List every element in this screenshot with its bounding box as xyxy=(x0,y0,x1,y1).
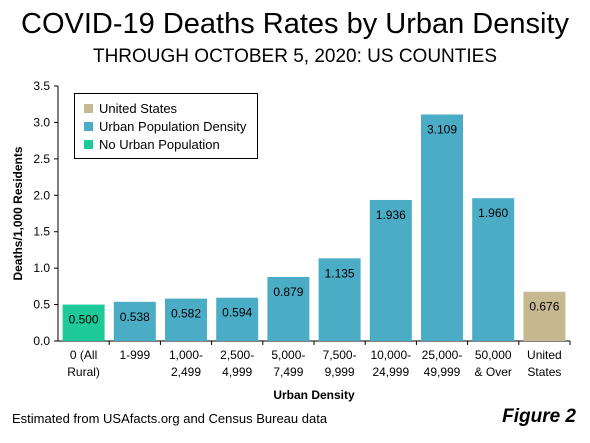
y-tick-label: 0.0 xyxy=(33,334,50,348)
bar xyxy=(523,291,566,341)
bar-value-label: 0.582 xyxy=(171,307,201,321)
bar-value-label: 0.500 xyxy=(69,313,99,327)
bar-value-label: 0.676 xyxy=(529,300,559,314)
legend-item-united-states: United States xyxy=(84,99,257,117)
bar xyxy=(267,276,310,341)
bar-value-label: 1.936 xyxy=(376,208,406,222)
bar-value-label: 0.594 xyxy=(222,306,252,320)
x-tick-label: Rural) xyxy=(67,365,100,379)
y-tick-label: 2.5 xyxy=(33,152,50,166)
x-tick-label: 25,000- xyxy=(422,348,463,362)
y-tick-label: 1.5 xyxy=(33,225,50,239)
bar xyxy=(318,258,361,341)
y-tick-label: 2.0 xyxy=(33,188,50,202)
y-tick-label: 0.5 xyxy=(33,298,50,312)
bar-value-label: 0.879 xyxy=(273,285,303,299)
y-tick-label: 1.0 xyxy=(33,261,50,275)
bar xyxy=(113,301,156,341)
bar xyxy=(472,198,515,341)
bar xyxy=(216,297,259,341)
source-note: Estimated from USAfacts.org and Census B… xyxy=(12,411,328,426)
y-axis-title: Deaths/1,000 Residents xyxy=(11,146,25,280)
x-tick-label: & Over xyxy=(475,365,512,379)
bar xyxy=(369,199,412,341)
legend-swatch-no-urban xyxy=(84,139,93,149)
bar-value-label: 1.135 xyxy=(325,266,355,280)
bar xyxy=(62,304,105,341)
bar xyxy=(421,114,463,341)
legend-swatch-united-states xyxy=(84,103,93,113)
x-tick-label: 10,000- xyxy=(370,348,411,362)
bar-value-label: 0.538 xyxy=(120,310,150,324)
x-tick-label: 4,999 xyxy=(222,365,252,379)
x-tick-label: 2,500- xyxy=(220,348,254,362)
x-tick-label: 1,000- xyxy=(169,348,203,362)
x-tick-label: 5,000- xyxy=(271,348,305,362)
x-axis-title: Urban Density xyxy=(273,388,355,402)
chart-legend: United States Urban Population Density N… xyxy=(74,93,258,159)
legend-label: No Urban Population xyxy=(99,136,220,152)
legend-swatch-urban-density xyxy=(84,121,93,131)
bar-value-label: 3.109 xyxy=(427,122,457,136)
figure-label: Figure 2 xyxy=(502,406,576,427)
legend-label: United States xyxy=(99,100,178,116)
x-tick-label: United xyxy=(527,348,562,362)
x-tick-label: States xyxy=(527,365,561,379)
x-tick-label: 24,999 xyxy=(372,365,409,379)
x-tick-label: 0 (All xyxy=(70,348,97,362)
y-tick-label: 3.0 xyxy=(33,115,50,129)
legend-label: Urban Population Density xyxy=(99,118,247,134)
legend-item-urban-density: Urban Population Density xyxy=(84,117,257,135)
x-tick-label: 1-999 xyxy=(119,348,150,362)
chart-title: COVID-19 Deaths Rates by Urban Density xyxy=(21,8,569,40)
x-tick-label: 7,500- xyxy=(323,348,357,362)
x-tick-label: 2,499 xyxy=(171,365,201,379)
x-tick-label: 50,000 xyxy=(475,348,512,362)
x-tick-label: 49,999 xyxy=(424,365,461,379)
x-tick-label: 9,999 xyxy=(325,365,355,379)
legend-item-no-urban: No Urban Population xyxy=(84,135,257,153)
y-tick-label: 3.5 xyxy=(33,79,50,93)
chart-subtitle: THROUGH OCTOBER 5, 2020: US COUNTIES xyxy=(92,46,497,67)
bar-value-label: 1.960 xyxy=(478,206,508,220)
x-tick-label: 7,499 xyxy=(273,365,303,379)
bar xyxy=(165,298,207,341)
